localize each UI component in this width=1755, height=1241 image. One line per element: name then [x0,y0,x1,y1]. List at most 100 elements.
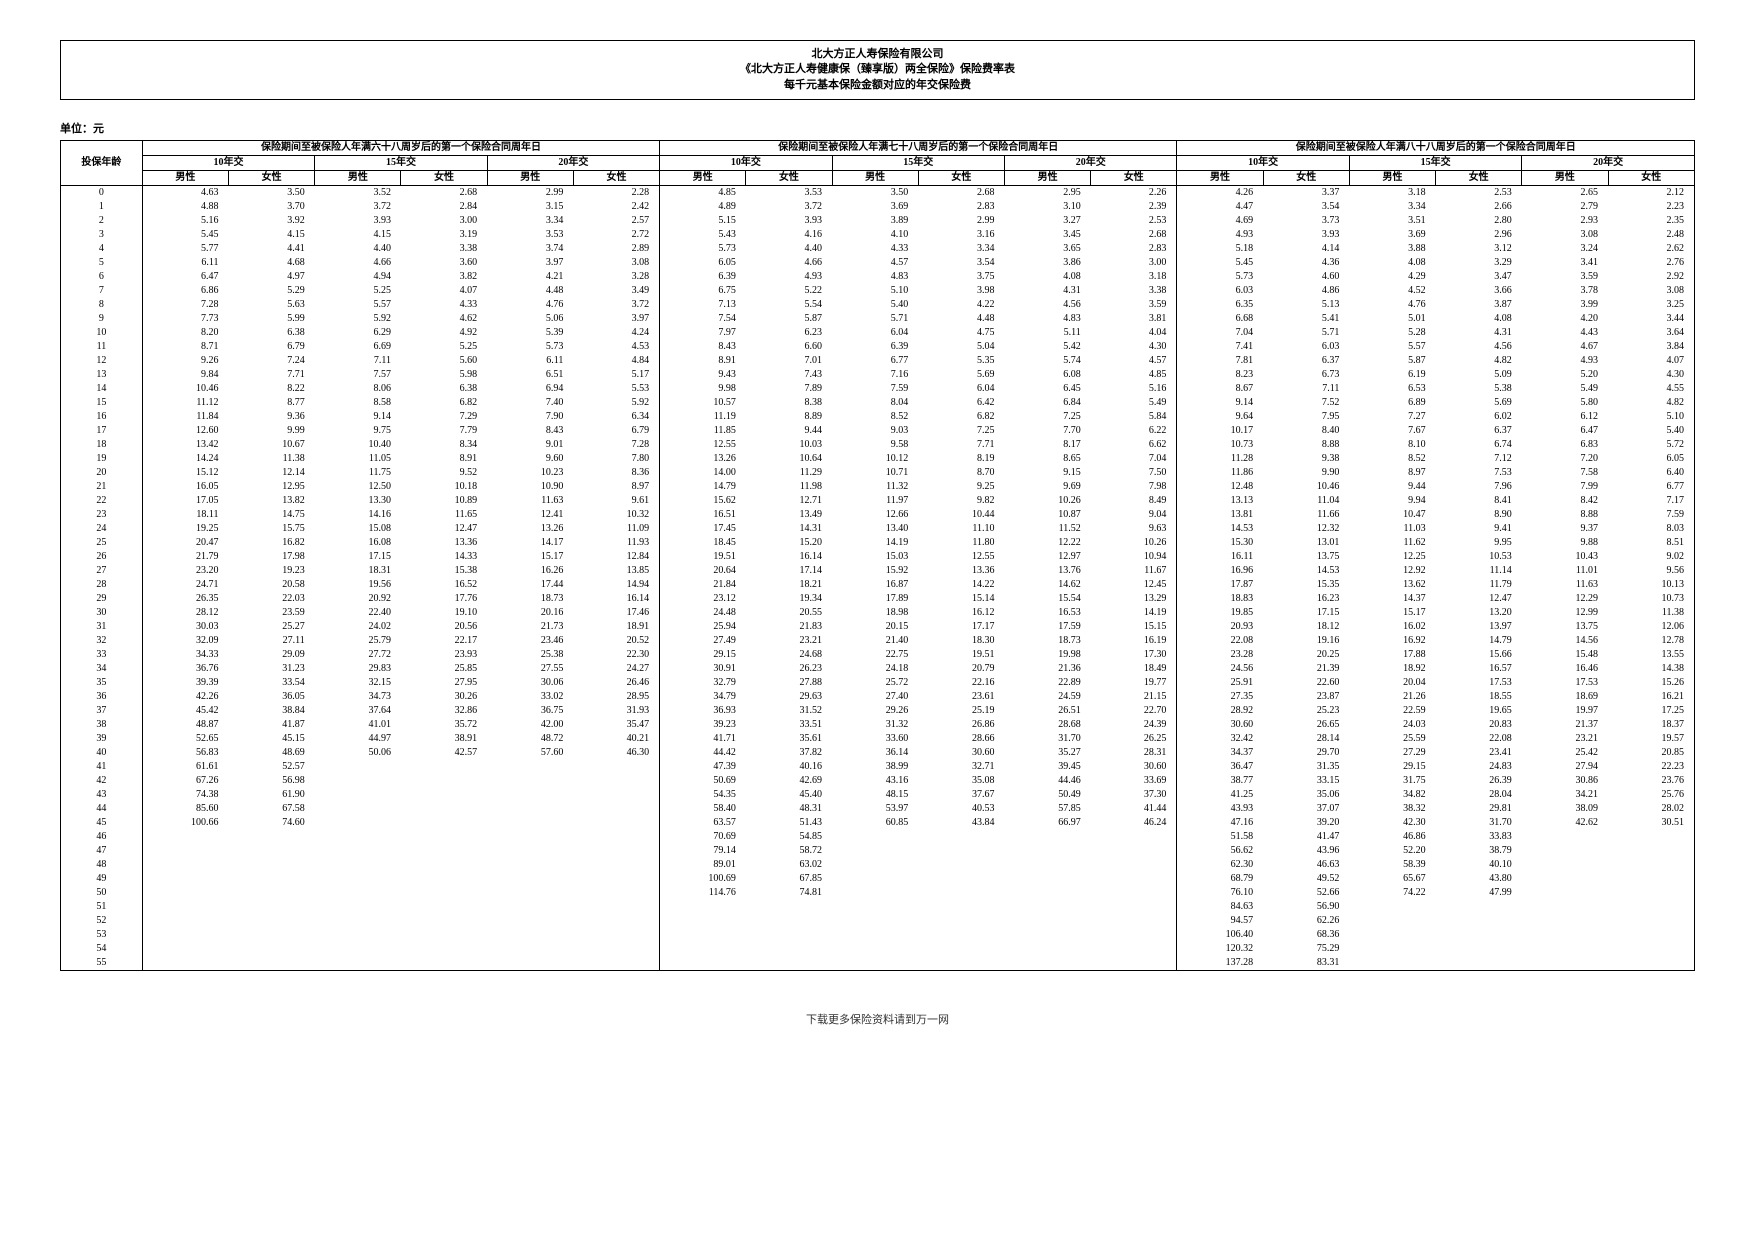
cell-age: 8 [61,298,143,312]
cell-value: 9.52 [401,466,487,480]
table-row: 3745.4238.8437.6432.8636.7531.9336.9331.… [61,704,1695,718]
cell-value: 2.89 [573,242,659,256]
cell-age: 28 [61,578,143,592]
cell-value: 13.81 [1177,508,1263,522]
cell-value: 7.43 [746,368,832,382]
table-row: 3130.0325.2724.0220.5621.7318.9125.9421.… [61,620,1695,634]
cell-value: 21.73 [487,620,573,634]
cell-value: 7.25 [918,424,1004,438]
cell-value: 10.13 [1608,578,1694,592]
cell-value: 7.01 [746,354,832,368]
cell-value: 6.86 [142,284,228,298]
cell-value: 5.18 [1177,242,1263,256]
cell-value: 20.92 [315,592,401,606]
cell-value: 16.11 [1177,550,1263,564]
cell-value: 100.69 [660,872,746,886]
cell-value: 76.10 [1177,886,1263,900]
cell-value: 65.67 [1349,872,1435,886]
cell-value [918,914,1004,928]
cell-value: 12.25 [1349,550,1435,564]
cell-value: 22.08 [1177,634,1263,648]
cell-value: 9.37 [1522,522,1608,536]
cell-age: 51 [61,900,143,914]
cell-value [315,788,401,802]
cell-value: 30.60 [1091,760,1177,774]
cell-value: 45.42 [142,704,228,718]
cell-value: 7.59 [1608,508,1694,522]
cell-value: 13.75 [1263,550,1349,564]
cell-value: 49.52 [1263,872,1349,886]
cell-value: 15.26 [1608,676,1694,690]
cell-value: 46.24 [1091,816,1177,830]
cell-value [746,956,832,971]
cell-value: 44.97 [315,732,401,746]
cell-value: 15.48 [1522,648,1608,662]
cell-value: 4.89 [660,200,746,214]
cell-value: 33.60 [832,732,918,746]
cell-age: 37 [61,704,143,718]
cell-value: 7.81 [1177,354,1263,368]
cell-value: 12.55 [660,438,746,452]
cell-value [401,802,487,816]
cell-value: 5.35 [918,354,1004,368]
cell-value: 15.35 [1263,578,1349,592]
cell-value [142,886,228,900]
cell-value: 15.12 [142,466,228,480]
cell-value: 16.82 [229,536,315,550]
cell-value [573,858,659,872]
cell-value: 3.16 [918,228,1004,242]
cell-value: 30.60 [918,746,1004,760]
cell-value: 2.68 [401,186,487,201]
cell-value: 28.31 [1091,746,1177,760]
cell-value: 15.38 [401,564,487,578]
cell-value: 13.36 [918,564,1004,578]
cell-value: 6.04 [918,382,1004,396]
cell-value: 33.15 [1263,774,1349,788]
cell-value: 17.45 [660,522,746,536]
table-row: 2318.1114.7514.1611.6512.4110.3216.5113.… [61,508,1695,522]
cell-value: 10.03 [746,438,832,452]
cell-value [315,942,401,956]
cell-value: 13.30 [315,494,401,508]
cell-value: 6.74 [1436,438,1522,452]
cell-value: 9.61 [573,494,659,508]
cell-value [1436,928,1522,942]
cell-value: 6.77 [832,354,918,368]
cell-value: 51.58 [1177,830,1263,844]
cell-value: 3.88 [1349,242,1435,256]
cell-value: 19.98 [1004,648,1090,662]
cell-value: 15.54 [1004,592,1090,606]
cell-value: 43.84 [918,816,1004,830]
cell-value: 20.25 [1263,648,1349,662]
table-row: 1611.849.369.147.297.906.3411.198.898.52… [61,410,1695,424]
cell-value: 3.19 [401,228,487,242]
table-row: 50114.7674.8176.1052.6674.2247.99 [61,886,1695,900]
cell-value: 22.89 [1004,676,1090,690]
cell-value: 10.64 [746,452,832,466]
table-row: 3848.8741.8741.0135.7242.0035.4739.2333.… [61,718,1695,732]
cell-age: 42 [61,774,143,788]
cell-value: 4.66 [746,256,832,270]
cell-value: 15.30 [1177,536,1263,550]
cell-value [660,942,746,956]
cell-value: 21.39 [1263,662,1349,676]
cell-value: 46.30 [573,746,659,760]
cell-value: 28.66 [918,732,1004,746]
cell-value: 6.35 [1177,298,1263,312]
cell-value: 7.04 [1091,452,1177,466]
cell-value: 19.65 [1436,704,1522,718]
cell-value: 7.57 [315,368,401,382]
cell-value: 3.34 [487,214,573,228]
cell-value: 22.40 [315,606,401,620]
table-row: 4374.3861.9054.3545.4048.1537.6750.4937.… [61,788,1695,802]
cell-value: 17.05 [142,494,228,508]
cell-value [1091,830,1177,844]
cell-value [142,900,228,914]
cell-value: 7.11 [315,354,401,368]
cell-value: 25.23 [1263,704,1349,718]
cell-value [487,914,573,928]
cell-value [573,844,659,858]
cell-value: 8.17 [1004,438,1090,452]
cell-value: 3.53 [746,186,832,201]
cell-value [401,886,487,900]
